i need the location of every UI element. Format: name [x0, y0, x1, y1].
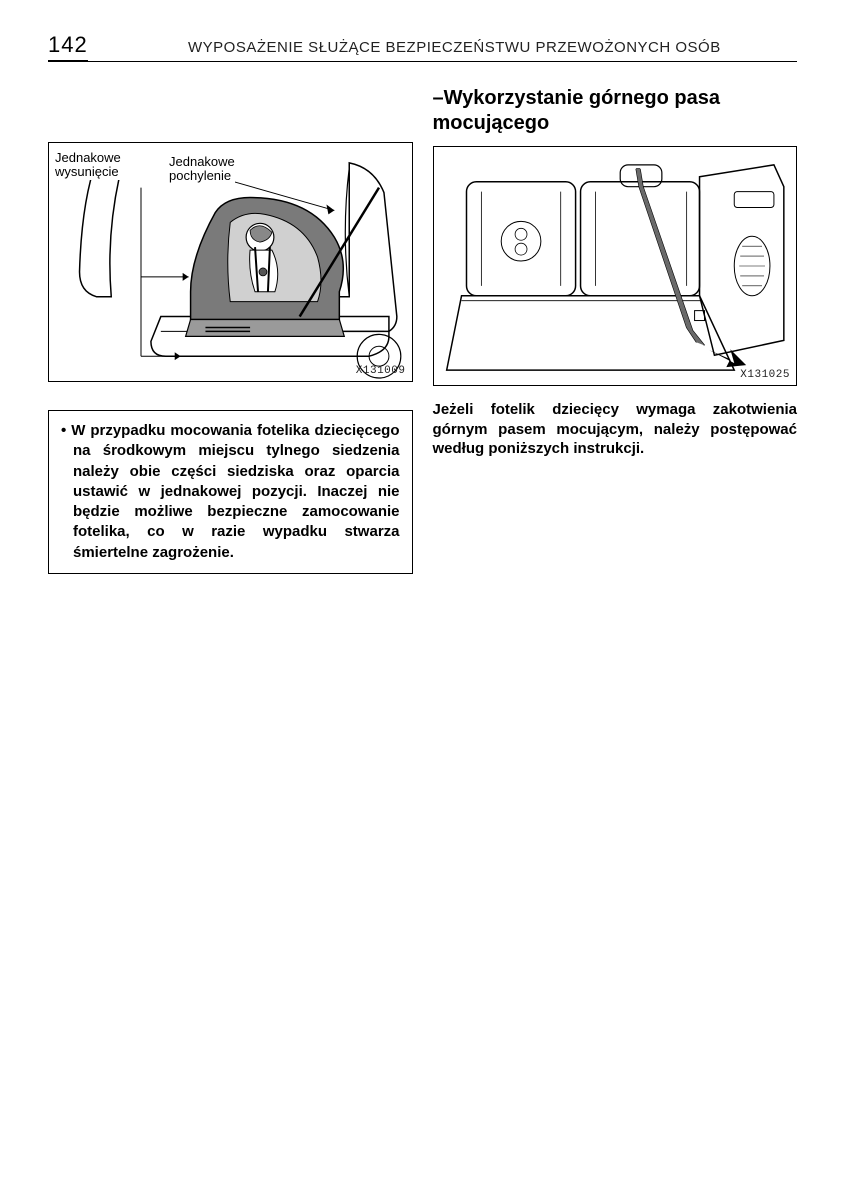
- page-number: 142: [48, 32, 88, 62]
- left-column: Jednakowewysunięcie Jednakowepochylenie …: [48, 86, 413, 574]
- figure-id-right: X131025: [740, 369, 790, 381]
- figure-top-tether: X131025: [433, 146, 798, 386]
- right-column: –Wykorzystanie górnego pasa mocującego: [433, 86, 798, 574]
- chapter-title: WYPOSAŻENIE SŁUŻĄCE BEZPIECZEŃSTWU PRZEW…: [112, 39, 797, 56]
- content-columns: Jednakowewysunięcie Jednakowepochylenie …: [48, 86, 797, 574]
- warning-text: • W przypadku mocowania fotelika dziecię…: [61, 421, 400, 563]
- section-heading: –Wykorzystanie górnego pasa mocującego: [433, 86, 798, 136]
- warning-box: • W przypadku mocowania fotelika dziecię…: [48, 410, 413, 574]
- page: 142 WYPOSAŻENIE SŁUŻĄCE BEZPIECZEŃSTWU P…: [0, 0, 845, 614]
- figure-label-pochylenie: Jednakowepochylenie: [169, 155, 235, 184]
- top-tether-illustration: [434, 147, 797, 385]
- figure-label-wysuniecie: Jednakowewysunięcie: [55, 151, 121, 180]
- page-header: 142 WYPOSAŻENIE SŁUŻĄCE BEZPIECZEŃSTWU P…: [48, 32, 797, 62]
- left-heading-spacer: [48, 86, 413, 142]
- figure-child-seat: Jednakowewysunięcie Jednakowepochylenie …: [48, 142, 413, 382]
- body-text: Jeżeli fotelik dziecięcy wymaga zakotwie…: [433, 400, 798, 459]
- figure-id-left: X131009: [356, 365, 406, 377]
